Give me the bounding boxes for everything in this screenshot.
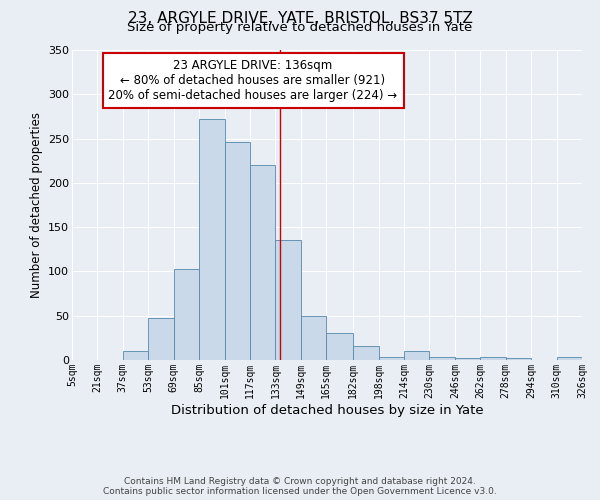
Bar xyxy=(173,269,199,360)
Bar xyxy=(404,351,430,360)
Text: 23 ARGYLE DRIVE: 136sqm
← 80% of detached houses are smaller (921)
20% of semi-d: 23 ARGYLE DRIVE: 136sqm ← 80% of detache… xyxy=(109,60,398,102)
Bar xyxy=(379,358,404,360)
Bar xyxy=(557,358,582,360)
Bar xyxy=(224,142,250,360)
Text: Contains HM Land Registry data © Crown copyright and database right 2024.
Contai: Contains HM Land Registry data © Crown c… xyxy=(103,476,497,496)
Text: 23, ARGYLE DRIVE, YATE, BRISTOL, BS37 5TZ: 23, ARGYLE DRIVE, YATE, BRISTOL, BS37 5T… xyxy=(128,11,472,26)
X-axis label: Distribution of detached houses by size in Yate: Distribution of detached houses by size … xyxy=(170,404,484,416)
Bar xyxy=(148,318,173,360)
Bar xyxy=(506,358,531,360)
Bar xyxy=(301,316,326,360)
Text: Size of property relative to detached houses in Yate: Size of property relative to detached ho… xyxy=(127,21,473,34)
Bar xyxy=(430,358,455,360)
Bar xyxy=(326,334,353,360)
Y-axis label: Number of detached properties: Number of detached properties xyxy=(29,112,43,298)
Bar xyxy=(455,358,481,360)
Bar xyxy=(353,346,379,360)
Bar xyxy=(250,165,275,360)
Bar xyxy=(275,240,301,360)
Bar xyxy=(123,351,148,360)
Bar xyxy=(481,358,506,360)
Bar xyxy=(199,119,224,360)
